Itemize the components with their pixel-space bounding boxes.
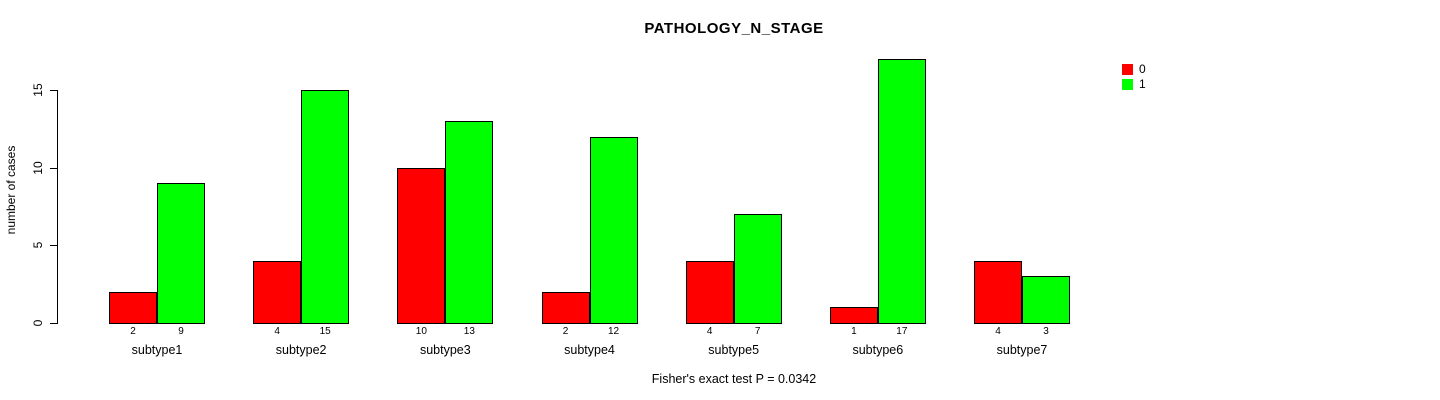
bar-0-subtype7 xyxy=(974,260,1023,324)
y-tick-label: 15 xyxy=(31,83,45,97)
bar-1-subtype1 xyxy=(157,183,205,324)
y-tick xyxy=(50,90,57,91)
category-label: subtype7 xyxy=(996,343,1048,357)
bar-value-label: 9 xyxy=(178,326,184,337)
legend-label-1: 1 xyxy=(1139,77,1146,91)
bar-0-subtype4 xyxy=(541,291,590,324)
y-tick-label: 5 xyxy=(31,241,45,249)
chart-title: PATHOLOGY_N_STAGE xyxy=(644,20,824,37)
bar-1-subtype4 xyxy=(589,136,638,324)
bar-0-subtype3 xyxy=(397,167,446,324)
bar-value-label: 4 xyxy=(274,326,280,337)
bar-value-label: 10 xyxy=(415,326,427,337)
category-label: subtype1 xyxy=(131,343,183,357)
bar-1-subtype2 xyxy=(301,90,350,324)
y-tick xyxy=(50,245,57,247)
legend-item-1: 1 xyxy=(1122,78,1146,91)
bar-value-label: 7 xyxy=(754,326,761,337)
y-tick xyxy=(50,167,57,169)
y-tick-label: 0 xyxy=(31,319,45,327)
category-label: subtype2 xyxy=(275,343,327,357)
legend-swatch-red xyxy=(1122,64,1133,75)
bar-value-label: 2 xyxy=(130,326,136,337)
bar-0-subtype1 xyxy=(109,291,157,324)
legend-item-0: 0 xyxy=(1122,63,1146,76)
bar-value-label: 3 xyxy=(1043,326,1049,337)
category-label: subtype6 xyxy=(852,343,904,357)
bar-1-subtype7 xyxy=(1022,276,1071,324)
y-tick-label: 10 xyxy=(31,160,45,175)
category-label: subtype5 xyxy=(708,343,760,357)
bar-value-label: 17 xyxy=(896,326,908,337)
bar-value-label: 2 xyxy=(562,326,569,337)
bar-value-label: 4 xyxy=(995,326,1001,337)
legend-swatch-green xyxy=(1122,79,1133,90)
bar-value-label: 12 xyxy=(607,326,620,337)
bar-value-label: 13 xyxy=(463,326,475,337)
bar-1-subtype6 xyxy=(877,58,926,324)
bar-0-subtype2 xyxy=(253,260,302,324)
legend: 0 1 xyxy=(1122,63,1146,93)
category-label: subtype4 xyxy=(564,343,615,357)
bar-0-subtype6 xyxy=(829,307,878,324)
bar-value-label: 15 xyxy=(319,326,331,337)
legend-label-0: 0 xyxy=(1139,62,1146,76)
stat-annotation: Fisher's exact test P = 0.0342 xyxy=(651,372,817,386)
y-axis-line xyxy=(57,90,58,324)
bar-value-label: 4 xyxy=(706,326,713,337)
bar-1-subtype3 xyxy=(445,121,494,324)
y-axis-title: number of cases xyxy=(4,145,18,235)
bar-value-label: 1 xyxy=(851,326,857,337)
category-label: subtype3 xyxy=(419,343,471,357)
bar-0-subtype5 xyxy=(685,260,734,324)
bar-1-subtype5 xyxy=(733,214,782,324)
y-tick xyxy=(50,323,57,324)
